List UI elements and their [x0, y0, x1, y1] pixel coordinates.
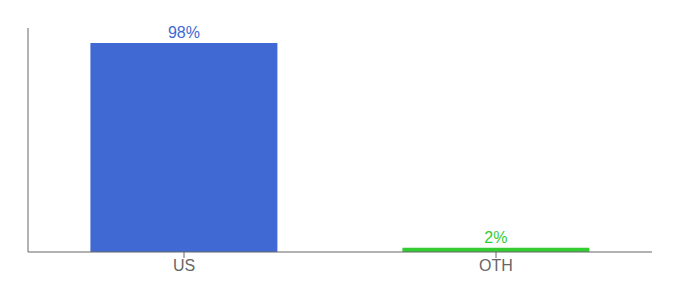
svg-text:OTH: OTH: [479, 257, 513, 274]
svg-text:2%: 2%: [484, 229, 507, 246]
svg-text:US: US: [173, 257, 195, 274]
svg-text:98%: 98%: [168, 24, 200, 41]
